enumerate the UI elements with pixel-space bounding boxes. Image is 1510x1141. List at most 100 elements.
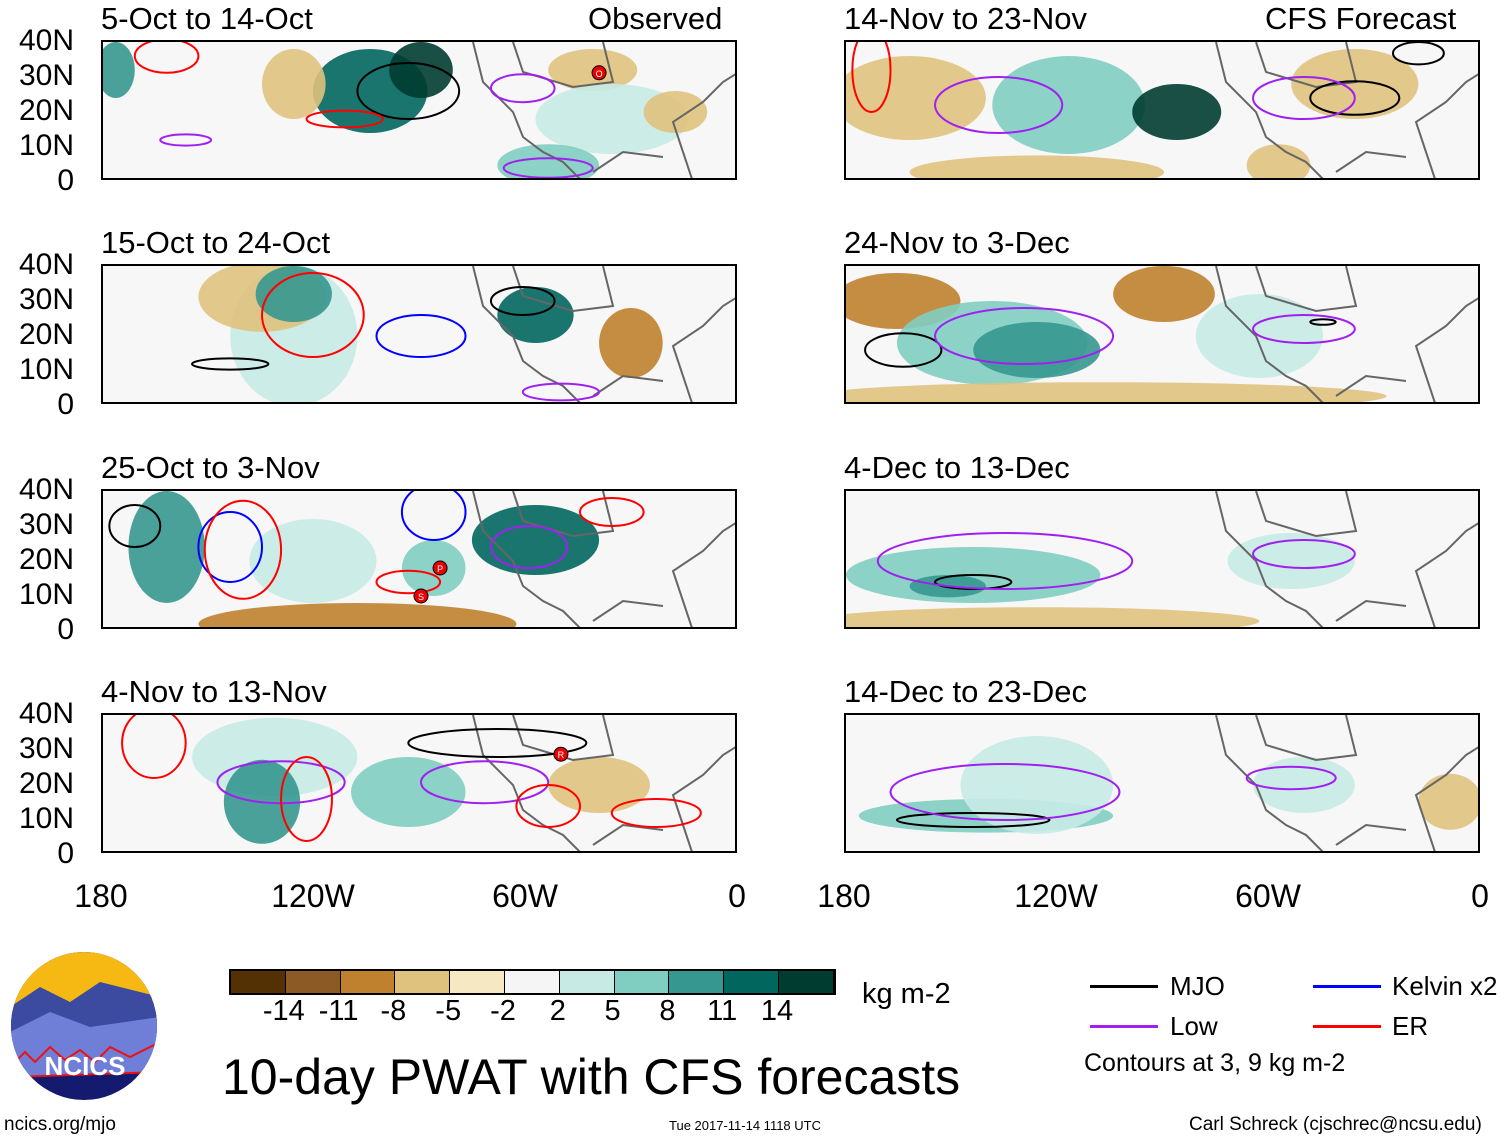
storm-marker-icon: P (432, 560, 448, 576)
legend-kelvin: Kelvin x2 (1392, 971, 1498, 1001)
map-canvas (846, 266, 1478, 402)
lat-tick-label: 10N (18, 353, 74, 386)
coastline (472, 491, 735, 627)
map-panel (844, 40, 1480, 180)
coastline (1215, 715, 1478, 851)
colorbar-swatch (778, 971, 834, 993)
contour-line (579, 497, 645, 527)
storm-label: S (418, 592, 424, 602)
footer-url[interactable]: ncics.org/mjo (4, 1114, 116, 1135)
anomaly-region (548, 757, 650, 813)
colorbar-swatch (450, 971, 505, 993)
legend-er: ER (1392, 1011, 1429, 1041)
coastline (472, 266, 735, 402)
contour-line (876, 532, 1134, 590)
colorbar-tick-label: 14 (760, 995, 794, 1027)
contour-line (159, 133, 213, 147)
anomaly-region (128, 491, 205, 603)
colorbar-tick-label: -5 (435, 995, 462, 1027)
panel-title: 14-Dec to 23-Dec (844, 674, 1087, 709)
colorbar-swatch (285, 971, 341, 993)
logo-text: NCICS (45, 1051, 126, 1081)
lat-tick-label: 20N (18, 94, 74, 127)
colorbar (229, 969, 836, 995)
lat-tick-label: 10N (18, 802, 74, 835)
contour-line (489, 286, 556, 316)
lat-tick-label: 0 (57, 388, 74, 421)
anomaly-region (351, 757, 466, 827)
panel-title: 4-Nov to 13-Nov (101, 674, 327, 709)
contour-line (515, 784, 582, 828)
footer-timestamp: Tue 2017-11-14 1118 UTC (669, 1118, 821, 1133)
anomaly-region (846, 607, 1260, 627)
legend-line-er (1313, 1025, 1381, 1028)
panel-title: 5-Oct to 14-Oct (101, 1, 313, 36)
contour-line (934, 307, 1115, 365)
anomaly-region (1132, 84, 1222, 140)
contour-line (400, 491, 467, 541)
anomaly-region (1246, 144, 1311, 178)
map-panel (844, 264, 1480, 404)
lat-tick-label: 0 (57, 613, 74, 646)
panel-title: 14-Nov to 23-Nov (844, 1, 1087, 36)
anomaly-region (198, 603, 517, 627)
contour-line (375, 314, 467, 358)
colorbar-swatch (395, 971, 451, 993)
colorbar-tick-label: 11 (707, 995, 738, 1027)
contour-line (133, 42, 200, 74)
figure-title: 10-day PWAT with CFS forecasts (222, 1049, 961, 1105)
storm-label: R (558, 750, 565, 760)
anomaly-region (497, 144, 600, 178)
panel-title: 4-Dec to 13-Dec (844, 450, 1070, 485)
contour-line (203, 499, 283, 600)
contour-line (489, 525, 569, 569)
map-panel: O (101, 40, 737, 180)
lon-tick-label: 0 (728, 878, 746, 914)
contour-line (1252, 314, 1356, 344)
panel-title: 15-Oct to 24-Oct (101, 225, 331, 260)
legend-low: Low (1170, 1011, 1218, 1041)
lat-tick-label: 40N (18, 248, 74, 281)
anomaly-region (599, 308, 663, 378)
legend-line-kelvin (1313, 985, 1381, 988)
anomaly-region (471, 505, 600, 575)
anomaly-region (262, 49, 326, 119)
contour-line (864, 332, 943, 368)
map-panel (101, 264, 737, 404)
colorbar-tick-label: -8 (380, 995, 407, 1027)
lat-tick-label: 40N (18, 473, 74, 506)
anomaly-region (846, 56, 986, 140)
storm-label: O (596, 69, 603, 79)
storm-marker-icon: S (413, 588, 429, 604)
lon-tick-label: 60W (1235, 878, 1301, 914)
contour-line (280, 756, 333, 842)
lat-tick-label: 20N (18, 767, 74, 800)
map-panel: R (101, 713, 737, 853)
anomaly-region (1418, 773, 1478, 830)
cfs-forecast-label: CFS Forecast (1265, 1, 1457, 36)
legend-line-mjo (1090, 985, 1158, 988)
colorbar-swatch (724, 971, 779, 993)
anomaly-region (249, 519, 377, 603)
colorbar-tick-label: 5 (604, 995, 621, 1027)
contour-line (407, 728, 588, 758)
colorbar-swatch (340, 971, 396, 993)
legend-mjo: MJO (1170, 971, 1225, 1001)
anomaly-region (1291, 49, 1419, 119)
coastline (472, 715, 735, 851)
lat-tick-label: 40N (18, 24, 74, 57)
contour-line (851, 42, 892, 113)
storm-marker-icon: R (553, 746, 569, 762)
lat-tick-label: 10N (18, 129, 74, 162)
legend-line-low (1090, 1025, 1158, 1028)
contour-line (375, 569, 442, 595)
observed-label: Observed (588, 1, 723, 36)
anomaly-region (1113, 266, 1215, 322)
colorbar-tick-label: -14 (262, 995, 305, 1027)
anomaly-region (846, 382, 1387, 402)
anomaly-region (103, 42, 135, 98)
anomaly-region (973, 322, 1101, 378)
storm-label: P (437, 564, 443, 574)
contour-line (420, 760, 550, 805)
